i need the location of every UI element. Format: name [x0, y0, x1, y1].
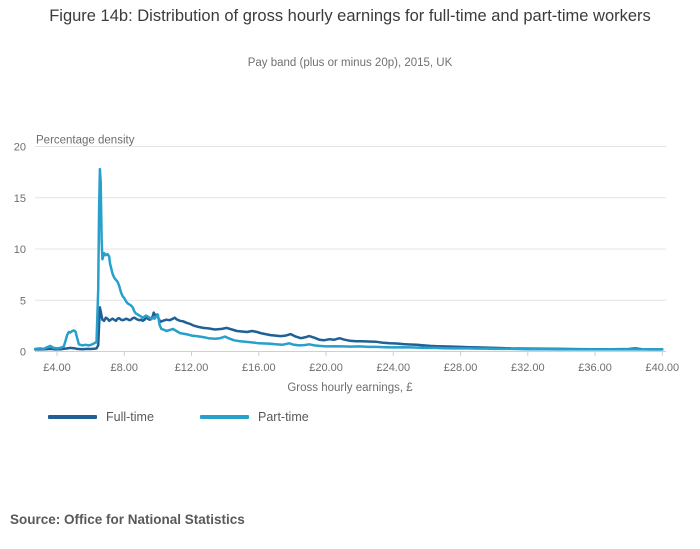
x-tick-label: £24.00 [376, 362, 410, 374]
axis-ticks [56, 351, 663, 356]
full-time-series-line[interactable] [33, 306, 664, 351]
chart-subtitle: Pay band (plus or minus 20p), 2015, UK [247, 57, 453, 69]
x-tick-label: £16.00 [242, 362, 276, 374]
part-time-series-line[interactable] [33, 167, 664, 351]
y-axis-title: Percentage density [36, 135, 135, 147]
source-attribution: Source: Office for National Statistics [10, 512, 245, 527]
legend-label-part-time: Part-time [258, 410, 309, 424]
legend-item-part-time[interactable]: Part-time [200, 410, 324, 424]
axis-labels: 0 5 10 15 20 £4.00 £8.00 £12.00 £16.00 £20.00 £24.… [14, 142, 679, 375]
legend-item-full-time[interactable]: Full-time [48, 410, 172, 424]
x-tick-label: £12.00 [175, 362, 209, 374]
legend: Full-time Part-time [48, 410, 324, 424]
x-tick-label: £40.00 [645, 362, 679, 374]
x-tick-label: £4.00 [43, 362, 71, 374]
legend-label-full-time: Full-time [106, 410, 154, 424]
x-tick-label: £20.00 [309, 362, 343, 374]
part-time-line-swatch [200, 415, 249, 419]
y-tick-label: 20 [14, 142, 26, 154]
x-tick-label: £32.00 [511, 362, 545, 374]
y-tick-label: 15 [14, 193, 26, 205]
full-time-line-swatch [48, 415, 97, 419]
gridlines [35, 146, 666, 352]
x-axis-title: Gross hourly earnings, £ [287, 382, 413, 394]
y-tick-label: 10 [14, 244, 26, 256]
series-lines [33, 167, 664, 351]
x-tick-label: £36.00 [578, 362, 612, 374]
chart-title: Figure 14b: Distribution of gross hourly… [49, 7, 651, 25]
y-tick-label: 5 [20, 295, 26, 307]
x-tick-label: £28.00 [444, 362, 478, 374]
y-tick-label: 0 [20, 347, 26, 359]
x-tick-label: £8.00 [111, 362, 139, 374]
